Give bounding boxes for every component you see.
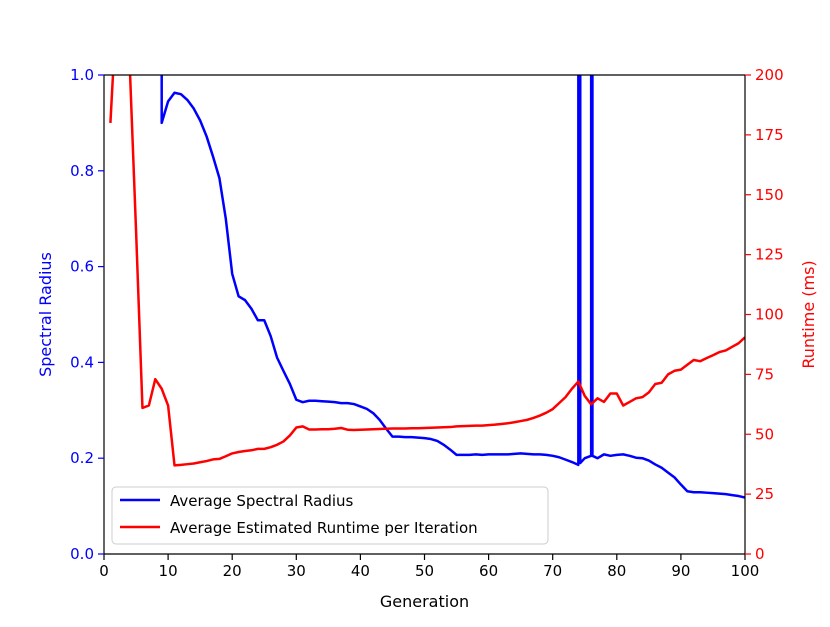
series-line-runtime bbox=[109, 75, 745, 467]
x-tick-label: 40 bbox=[351, 562, 370, 580]
x-tick-label: 70 bbox=[543, 562, 562, 580]
y-right-tick-label: 150 bbox=[755, 186, 784, 204]
y-left-tick-label: 0.8 bbox=[70, 162, 94, 180]
y-left-tick-label: 0.2 bbox=[70, 449, 94, 467]
y-right-tick-label: 50 bbox=[755, 425, 774, 443]
y-left-tick-label: 0.6 bbox=[70, 258, 94, 276]
legend-label-spectral-radius: Average Spectral Radius bbox=[170, 492, 354, 510]
y-right-tick-label: 125 bbox=[755, 246, 784, 264]
y-left-tick-label: 1.0 bbox=[70, 66, 94, 84]
x-tick-label: 10 bbox=[159, 562, 178, 580]
series-line-spectral-radius bbox=[160, 75, 745, 499]
y-axis-right-label: Runtime (ms) bbox=[799, 260, 818, 368]
y-axis-left-label: Spectral Radius bbox=[36, 252, 55, 377]
x-tick-label: 80 bbox=[607, 562, 626, 580]
y-right-tick-label: 200 bbox=[755, 66, 784, 84]
y-right-tick-label: 75 bbox=[755, 365, 774, 383]
y-right-tick-label: 175 bbox=[755, 126, 784, 144]
y-right-tick-label: 25 bbox=[755, 485, 774, 503]
x-tick-label: 90 bbox=[671, 562, 690, 580]
legend-box bbox=[111, 486, 549, 545]
x-tick-label: 100 bbox=[731, 562, 760, 580]
axes-layer: 0 10 20 30 40 50 60 70 80 90 100 0.0 0.2 0.4 0.6 0.8 1.0… bbox=[70, 66, 784, 580]
x-tick-label: 20 bbox=[223, 562, 242, 580]
x-axis-label: Generation bbox=[380, 592, 469, 611]
y-right-tick-label: 100 bbox=[755, 306, 784, 324]
x-tick-label: 50 bbox=[415, 562, 434, 580]
x-tick-label: 60 bbox=[479, 562, 498, 580]
x-tick-label: 0 bbox=[99, 562, 109, 580]
y-left-tick-label: 0.0 bbox=[70, 545, 94, 563]
legend-label-runtime: Average Estimated Runtime per Iteration bbox=[170, 519, 478, 537]
y-left-tick-label: 0.4 bbox=[70, 353, 94, 371]
x-tick-label: 30 bbox=[287, 562, 306, 580]
legend: Average Spectral Radius Average Estimate… bbox=[111, 486, 549, 545]
series-layer bbox=[109, 75, 745, 499]
y-right-tick-label: 0 bbox=[755, 545, 765, 563]
